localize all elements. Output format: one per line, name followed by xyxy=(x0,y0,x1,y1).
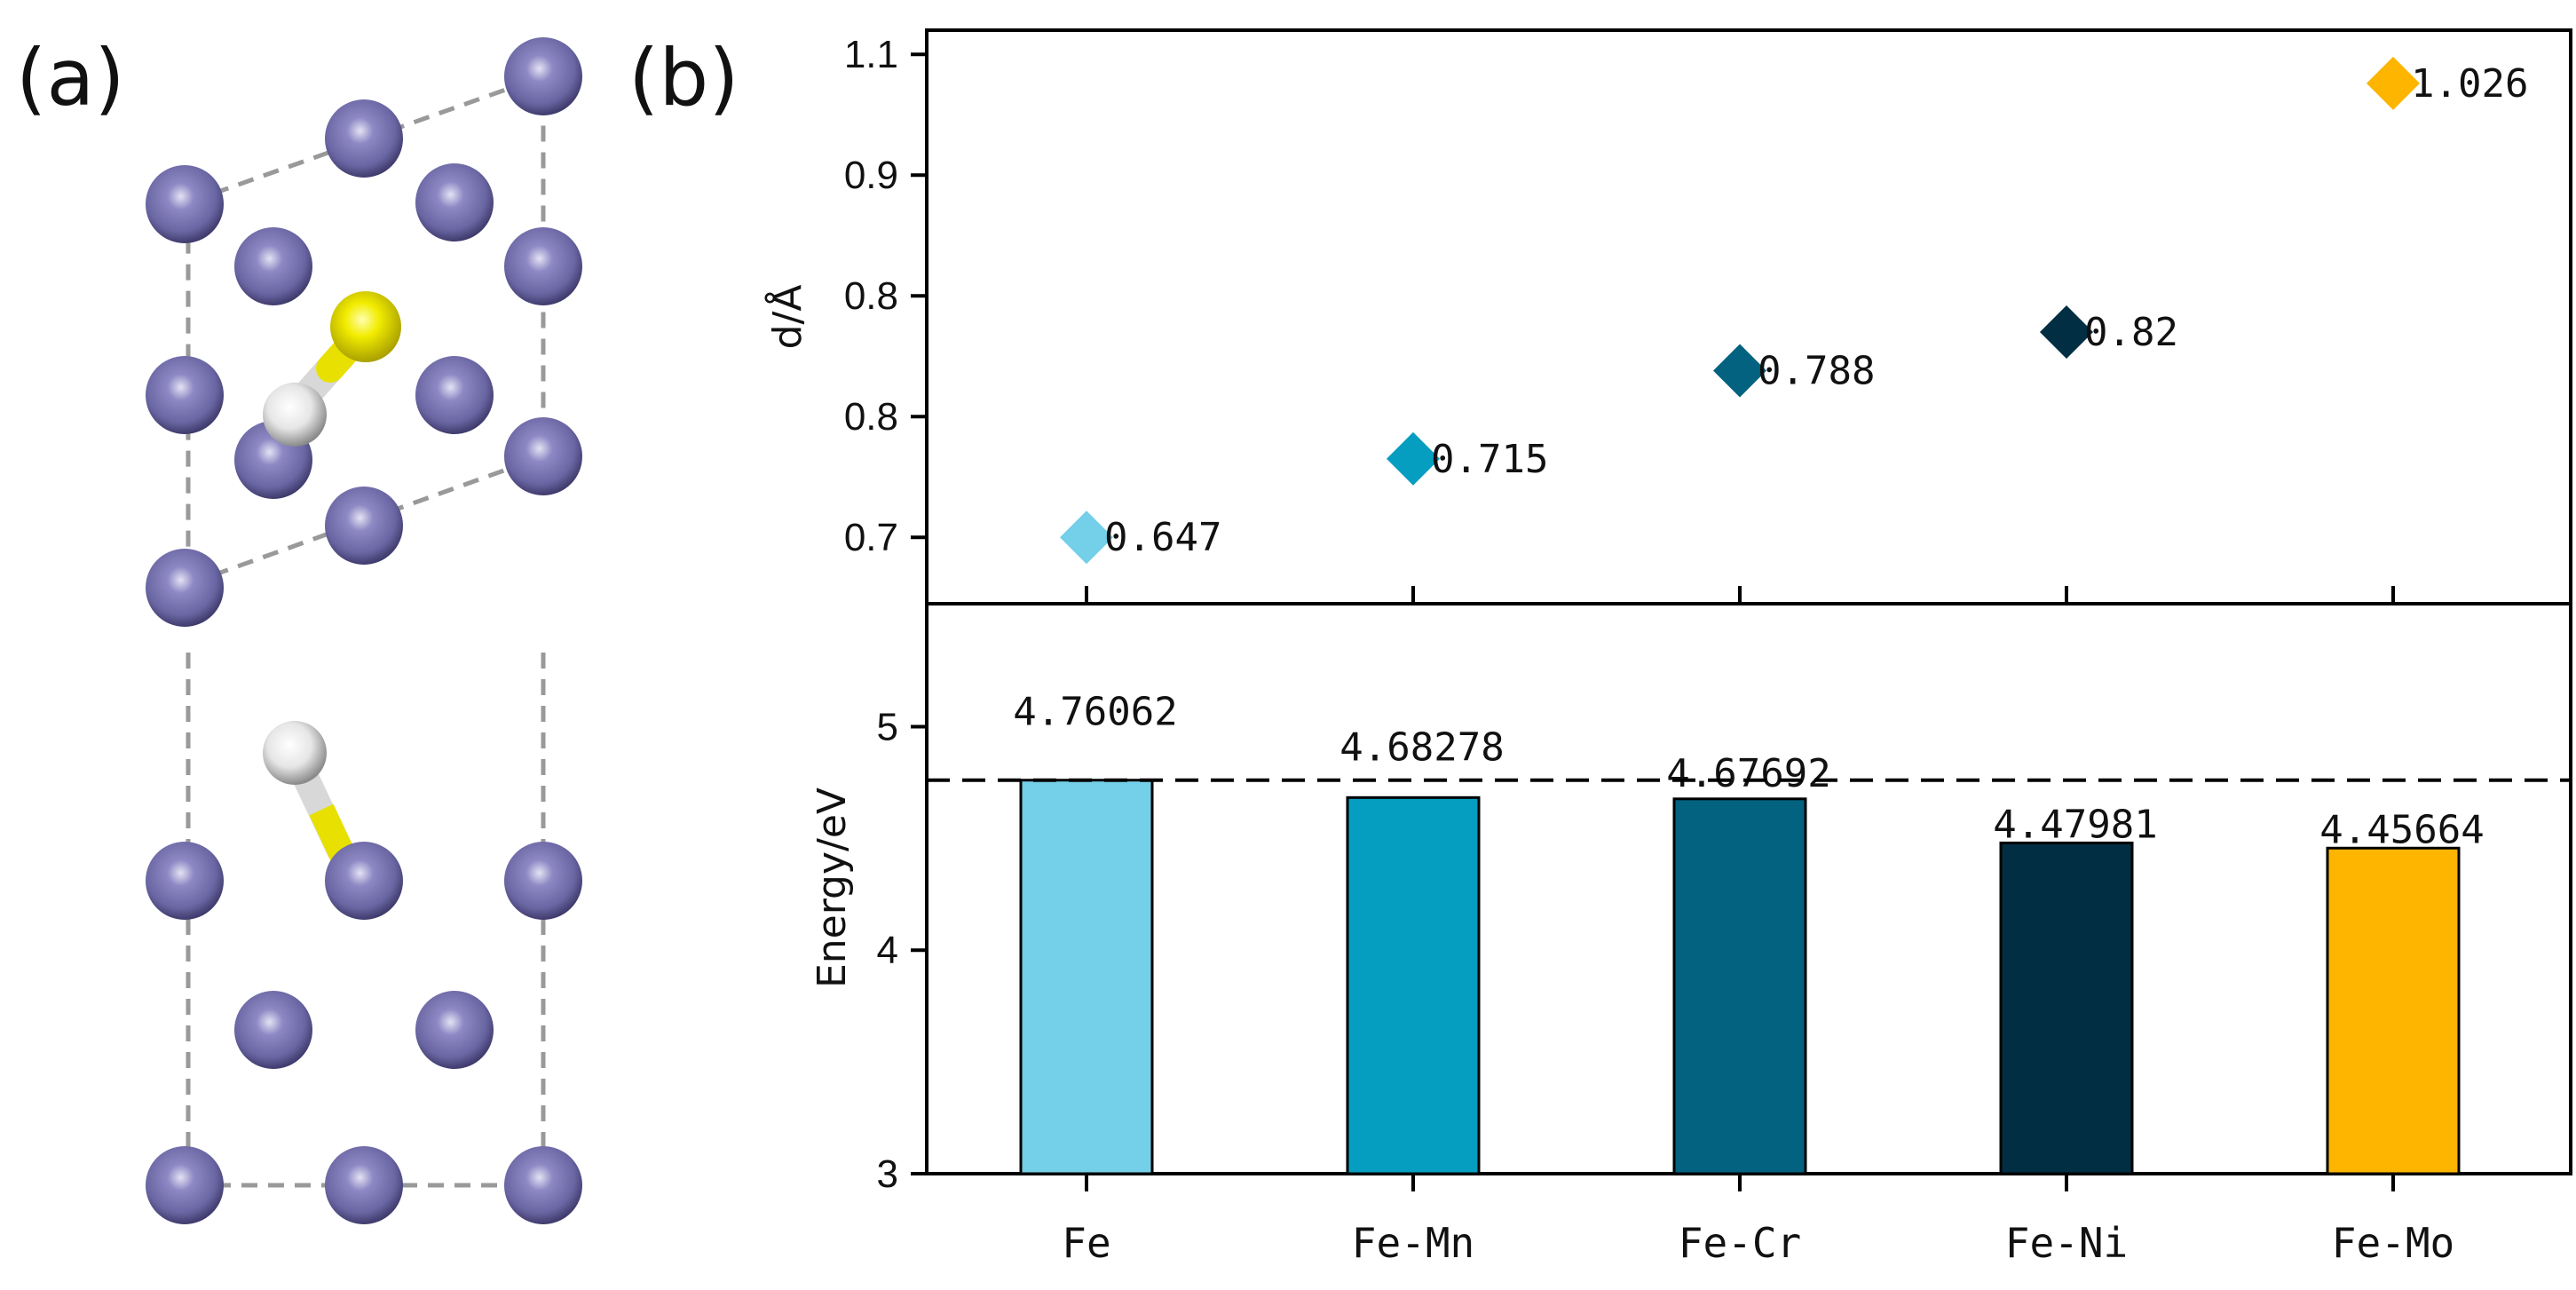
scatter-point xyxy=(2367,56,2420,110)
bar xyxy=(1999,841,2134,1175)
bars: 4.76062 4.68278 4.67692 4.47981 4.45664 xyxy=(1013,690,2485,1175)
scatter-y-tick-label: 0.7 xyxy=(844,516,898,559)
bar-y-tick-label: 5 xyxy=(877,705,898,748)
scatter-y-ticks: 0.7 0.8 0.8 0.9 1.1 xyxy=(844,33,927,559)
sulfur-atom xyxy=(330,291,401,362)
panel-a-label: (a) xyxy=(16,32,125,123)
fe-atom xyxy=(504,37,582,115)
fe-atom xyxy=(504,842,582,920)
fe-atom xyxy=(415,991,494,1069)
fe-atom xyxy=(146,842,224,920)
bar xyxy=(2326,846,2461,1175)
hydrogen-atom-side xyxy=(263,721,327,785)
fe-atom xyxy=(325,842,403,920)
bar-y-ticks: 3 4 5 xyxy=(877,705,927,1196)
scatter-markers: 0.647 0.715 0.788 0.82 1.026 xyxy=(1060,56,2528,565)
bar-y-tick-label: 3 xyxy=(877,1152,898,1196)
bar-value-label: 4.45664 xyxy=(2319,807,2484,852)
side-view-atoms xyxy=(146,721,582,1224)
fe-atom xyxy=(415,163,494,241)
fe-atom xyxy=(415,356,494,434)
scatter-value-label: 0.82 xyxy=(2084,310,2178,355)
fe-atom xyxy=(504,1146,582,1224)
bar-y-axis-title: Energy/eV xyxy=(810,787,855,988)
scatter-value-label: 0.715 xyxy=(1431,437,1548,482)
scatter-point xyxy=(2040,305,2093,359)
fe-atom xyxy=(325,1146,403,1224)
scatter-value-label: 0.647 xyxy=(1104,515,1221,560)
bar xyxy=(1019,779,1154,1175)
bar-value-label: 4.76062 xyxy=(1013,690,1177,735)
scatter-y-tick-label: 0.8 xyxy=(844,395,898,439)
scatter-value-label: 0.788 xyxy=(1758,349,1875,394)
bar-value-label: 4.47981 xyxy=(1993,802,2157,847)
bar xyxy=(1672,797,1807,1175)
scatter-y-tick-label: 0.8 xyxy=(844,274,898,318)
bar-value-label: 4.67692 xyxy=(1666,751,1830,796)
chart-panel-b: d/Å Energy/eV 0.7 0.8 0.8 0.9 1.1 0.647 … xyxy=(763,28,2572,1267)
fe-atom xyxy=(504,417,582,495)
bar xyxy=(1346,795,1481,1175)
x-category-label: Fe xyxy=(1062,1219,1110,1267)
fe-atom xyxy=(146,165,224,243)
scatter-y-axis-title: d/Å xyxy=(763,285,810,350)
top-view-sh-adsorbate xyxy=(263,291,401,447)
fe-atom xyxy=(234,991,312,1069)
x-category-label: Fe-Ni xyxy=(2005,1219,2128,1267)
scatter-y-tick-label: 0.9 xyxy=(844,154,898,197)
scatter-point xyxy=(1387,431,1440,486)
hydrogen-atom xyxy=(263,383,327,447)
bar-value-label: 4.68278 xyxy=(1339,724,1504,770)
fe-atom xyxy=(325,487,403,565)
fe-atom xyxy=(146,1146,224,1224)
x-axis-ticks: Fe Fe-Mn Fe-Cr Fe-Ni Fe-Mo xyxy=(1062,586,2454,1267)
bar-y-tick-label: 4 xyxy=(877,929,898,972)
scatter-point xyxy=(1713,344,1766,398)
x-category-label: Fe-Mn xyxy=(1352,1219,1474,1267)
x-category-label: Fe-Mo xyxy=(2332,1219,2454,1267)
atomic-structure xyxy=(146,37,582,1224)
fe-atom xyxy=(146,356,224,434)
scatter-y-tick-label: 1.1 xyxy=(844,33,898,76)
scatter-value-label: 1.026 xyxy=(2411,61,2528,107)
fe-atom xyxy=(146,549,224,627)
scatter-point xyxy=(1060,510,1113,565)
fe-atom xyxy=(325,99,403,178)
fe-atom xyxy=(234,227,312,305)
fe-atom xyxy=(504,227,582,305)
panel-b-label: (b) xyxy=(628,32,739,123)
x-category-label: Fe-Cr xyxy=(1679,1219,1801,1267)
top-view-fe-atoms xyxy=(146,37,582,627)
